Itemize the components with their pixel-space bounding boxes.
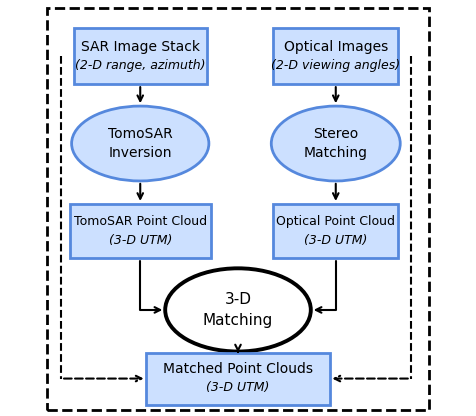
Text: (2-D viewing angles): (2-D viewing angles)	[271, 59, 400, 72]
Text: (3-D UTM): (3-D UTM)	[206, 381, 270, 394]
FancyBboxPatch shape	[273, 28, 398, 84]
Text: (3-D UTM): (3-D UTM)	[109, 233, 172, 247]
Text: Stereo: Stereo	[313, 127, 358, 141]
Text: Optical Point Cloud: Optical Point Cloud	[276, 215, 395, 228]
Text: (2-D range, azimuth): (2-D range, azimuth)	[75, 59, 206, 72]
Text: (3-D UTM): (3-D UTM)	[304, 233, 367, 247]
Text: Matched Point Clouds: Matched Point Clouds	[163, 362, 313, 376]
Text: Optical Images: Optical Images	[284, 40, 388, 54]
Text: TomoSAR Point Cloud: TomoSAR Point Cloud	[74, 215, 207, 228]
Text: TomoSAR: TomoSAR	[108, 127, 173, 141]
Text: Inversion: Inversion	[109, 146, 172, 160]
Text: SAR Image Stack: SAR Image Stack	[81, 40, 200, 54]
Ellipse shape	[165, 268, 311, 352]
FancyBboxPatch shape	[147, 353, 329, 404]
Text: Matching: Matching	[203, 313, 273, 328]
FancyBboxPatch shape	[69, 204, 211, 258]
FancyBboxPatch shape	[74, 28, 207, 84]
Text: 3-D: 3-D	[225, 292, 251, 307]
Ellipse shape	[71, 106, 209, 181]
Text: Matching: Matching	[304, 146, 368, 160]
FancyBboxPatch shape	[273, 204, 398, 258]
Ellipse shape	[271, 106, 400, 181]
